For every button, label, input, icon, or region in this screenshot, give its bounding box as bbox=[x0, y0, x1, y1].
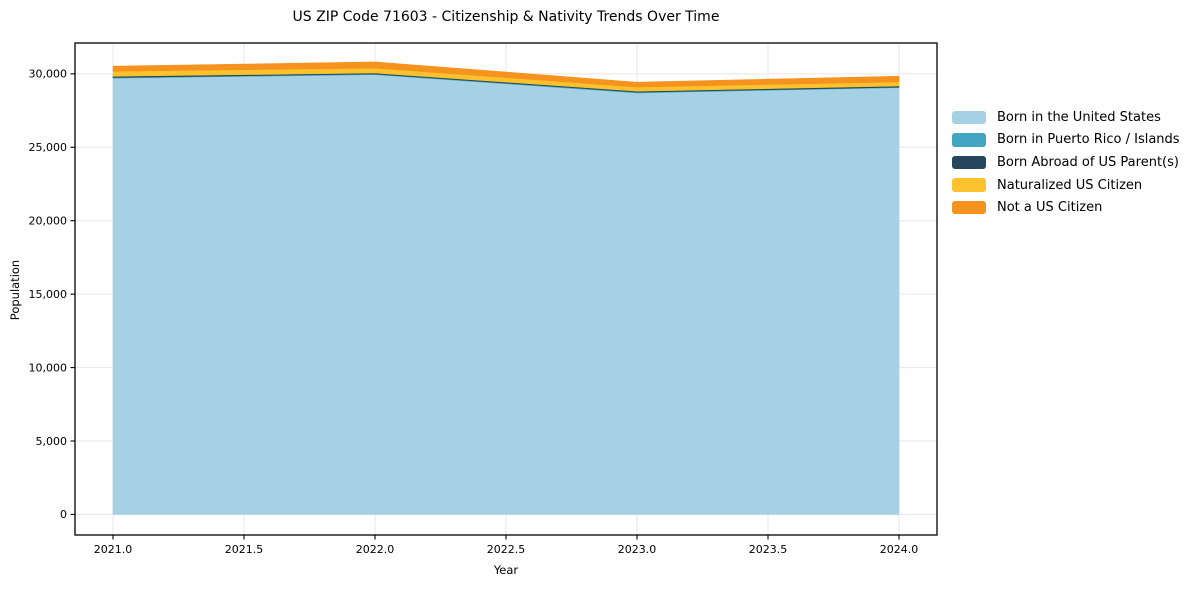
legend-item-born-in-the-united-states: Born in the United States bbox=[952, 106, 1180, 129]
x-axis-label: Year bbox=[493, 563, 519, 577]
chart-title: US ZIP Code 71603 - Citizenship & Nativi… bbox=[292, 9, 720, 25]
legend-swatch bbox=[952, 200, 986, 215]
y-tick-label: 25,000 bbox=[29, 141, 68, 154]
x-tick-label: 2024.0 bbox=[880, 543, 919, 556]
y-tick-label: 15,000 bbox=[29, 288, 68, 301]
x-tick-label: 2023.0 bbox=[618, 543, 657, 556]
legend-swatch bbox=[952, 110, 986, 125]
legend-label: Born Abroad of US Parent(s) bbox=[997, 154, 1179, 170]
y-tick-label: 5,000 bbox=[36, 435, 68, 448]
y-axis-label: Population bbox=[8, 259, 22, 321]
legend-item-naturalized-us-citizen: Naturalized US Citizen bbox=[952, 174, 1180, 197]
y-tick-label: 20,000 bbox=[29, 215, 68, 228]
area-not-a-us-citizen bbox=[112, 61, 900, 88]
y-tick-label: 30,000 bbox=[29, 68, 68, 81]
legend-item-not-a-us-citizen: Not a US Citizen bbox=[952, 196, 1180, 219]
x-tick-label: 2021.5 bbox=[225, 543, 264, 556]
legend-label: Born in the United States bbox=[997, 109, 1161, 125]
legend-swatch bbox=[952, 178, 986, 192]
legend: Born in the United States Born in Puerto … bbox=[952, 106, 1180, 219]
legend-label: Not a US Citizen bbox=[997, 200, 1103, 216]
x-tick-label: 2022.0 bbox=[356, 543, 395, 556]
legend-item-born-abroad-of-us-parent-s: Born Abroad of US Parent(s) bbox=[952, 151, 1180, 174]
y-tick-label: 10,000 bbox=[29, 361, 68, 374]
legend-item-born-in-puerto-rico-islands: Born in Puerto Rico / Islands bbox=[952, 129, 1180, 152]
y-tick-label: 0 bbox=[60, 508, 67, 521]
legend-swatch bbox=[952, 133, 986, 147]
legend-label: Naturalized US Citizen bbox=[997, 177, 1143, 193]
x-tick-label: 2022.5 bbox=[487, 543, 526, 556]
x-tick-label: 2023.5 bbox=[749, 543, 788, 556]
legend-label: Born in Puerto Rico / Islands bbox=[997, 132, 1180, 148]
area-born-in-the-united-states bbox=[112, 74, 900, 515]
legend-swatch bbox=[952, 155, 986, 170]
x-tick-label: 2021.0 bbox=[94, 543, 133, 556]
